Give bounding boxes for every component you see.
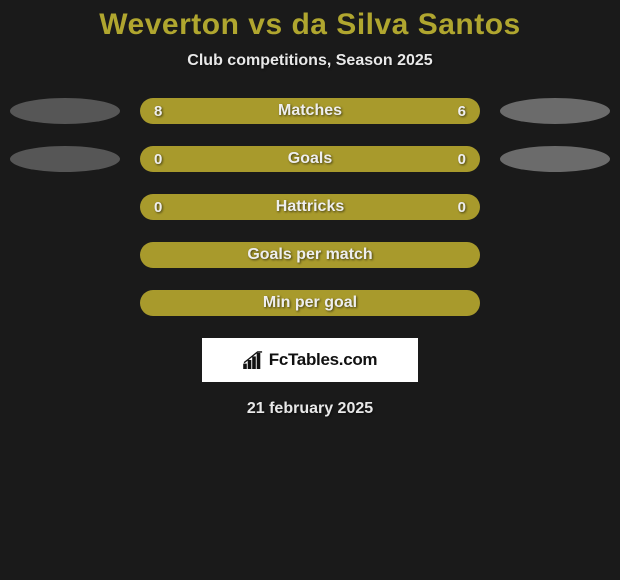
stat-label: Min per goal — [263, 294, 357, 312]
ellipse-right — [500, 146, 610, 172]
page-title: Weverton vs da Silva Santos — [0, 8, 620, 42]
stat-bar: 0 Hattricks 0 — [140, 194, 480, 220]
stat-row-matches: 8 Matches 6 — [0, 98, 620, 124]
ellipse-left — [10, 98, 120, 124]
stat-row-hattricks: 0 Hattricks 0 — [0, 194, 620, 220]
stat-bar: 8 Matches 6 — [140, 98, 480, 124]
stat-bar: 0 Goals 0 — [140, 146, 480, 172]
stat-label: Hattricks — [276, 198, 344, 216]
stat-row-goals: 0 Goals 0 — [0, 146, 620, 172]
brand-text: FcTables.com — [269, 350, 378, 370]
bar-chart-icon — [243, 351, 265, 369]
infographic-container: Weverton vs da Silva Santos Club competi… — [0, 0, 620, 418]
stat-label: Matches — [278, 102, 342, 120]
stat-bar: Min per goal — [140, 290, 480, 316]
stat-bar: Goals per match — [140, 242, 480, 268]
stat-value-left: 0 — [154, 199, 162, 216]
stat-value-right: 0 — [458, 199, 466, 216]
stat-value-left: 0 — [154, 151, 162, 168]
stat-row-goals-per-match: Goals per match — [0, 242, 620, 268]
stat-row-min-per-goal: Min per goal — [0, 290, 620, 316]
stat-value-right: 6 — [458, 103, 466, 120]
stat-label: Goals per match — [247, 246, 372, 264]
ellipse-right — [500, 98, 610, 124]
stat-label: Goals — [288, 150, 332, 168]
ellipse-left — [10, 146, 120, 172]
subtitle: Club competitions, Season 2025 — [0, 52, 620, 70]
date-label: 21 february 2025 — [0, 400, 620, 418]
stat-value-left: 8 — [154, 103, 162, 120]
branding-banner: FcTables.com — [202, 338, 418, 382]
stat-value-right: 0 — [458, 151, 466, 168]
